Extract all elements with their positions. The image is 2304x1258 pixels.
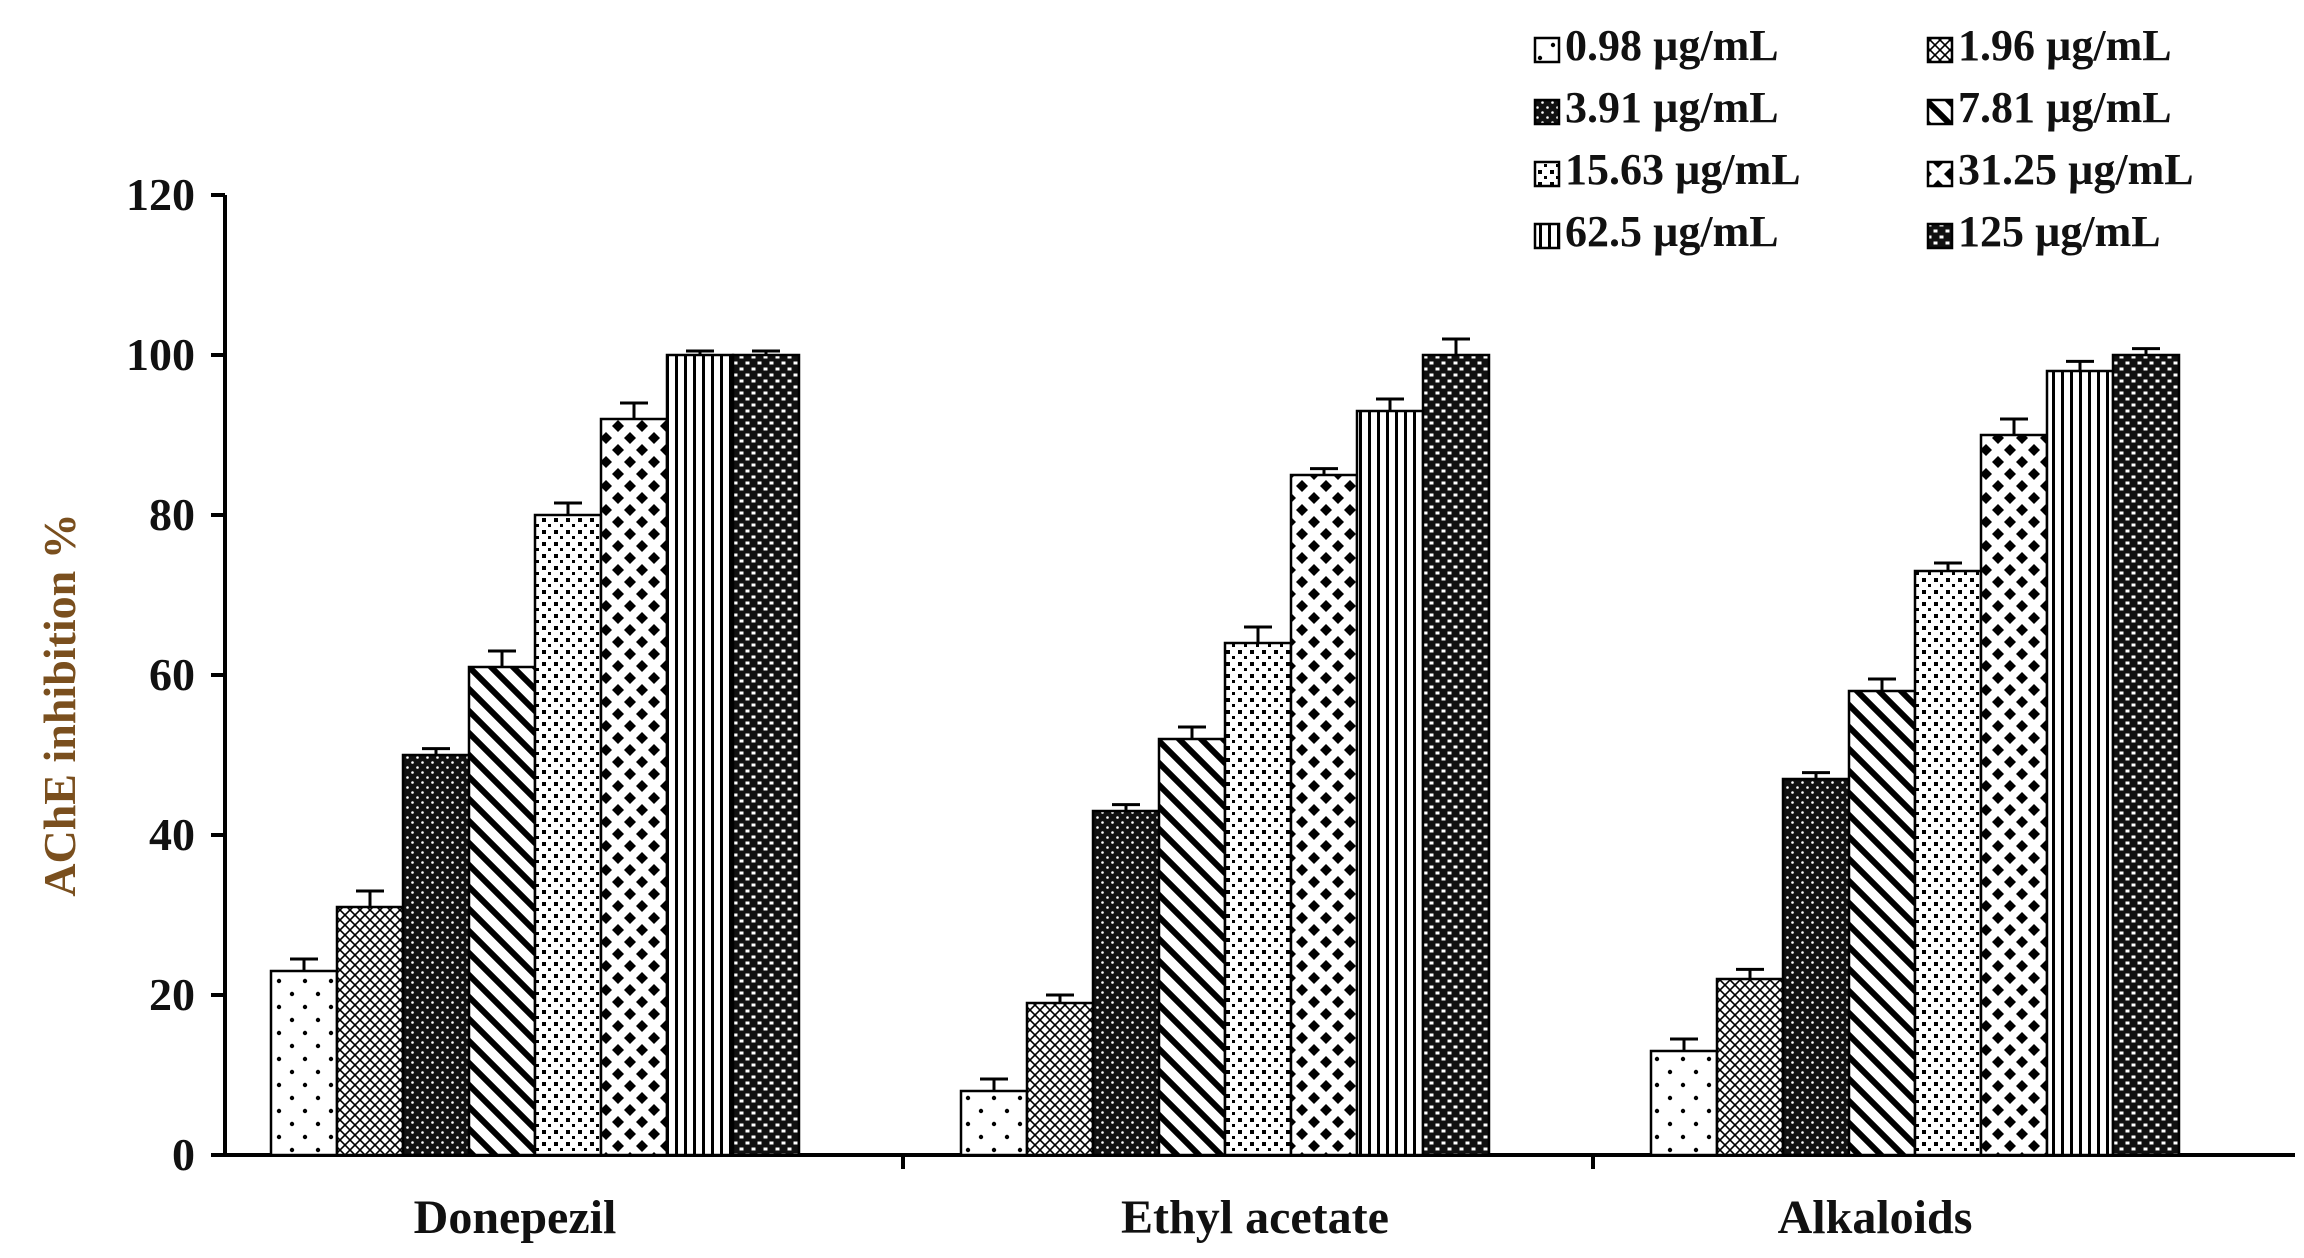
bar [1781, 777, 1851, 1157]
bar [731, 353, 801, 1157]
legend-label: 31.25 µg/mL [1958, 145, 2194, 194]
bar [1715, 977, 1785, 1157]
bar [1913, 569, 1983, 1157]
category-label: Ethyl acetate [1121, 1191, 1389, 1244]
legend-label: 62.5 µg/mL [1565, 207, 1779, 256]
y-tick-label: 60 [149, 649, 195, 700]
bar [467, 665, 537, 1157]
bar [1355, 409, 1425, 1157]
legend-label: 125 µg/mL [1958, 207, 2161, 256]
legend-swatch [1926, 36, 1954, 64]
bar [2045, 369, 2115, 1157]
y-tick-label: 120 [126, 169, 195, 220]
legend-swatch [1533, 36, 1561, 64]
bar [1025, 1001, 1095, 1157]
legend-label: 15.63 µg/mL [1565, 145, 1801, 194]
bar [401, 753, 471, 1157]
legend-swatch [1926, 222, 1954, 250]
bar [1223, 641, 1293, 1157]
y-tick-label: 20 [149, 969, 195, 1020]
legend-swatch [1533, 160, 1561, 188]
legend-label: 7.81 µg/mL [1958, 83, 2172, 132]
legend-label: 3.91 µg/mL [1565, 83, 1779, 132]
bar [599, 417, 669, 1157]
category-label: Alkaloids [1778, 1191, 1973, 1244]
legend-label: 0.98 µg/mL [1565, 21, 1779, 70]
bar [1649, 1049, 1719, 1157]
y-tick-label: 100 [126, 329, 195, 380]
bar [533, 513, 603, 1157]
bar [335, 905, 405, 1157]
y-tick-label: 80 [149, 489, 195, 540]
bar [1979, 433, 2049, 1157]
bar [269, 969, 339, 1157]
bar [1157, 737, 1227, 1157]
legend-swatch [1926, 160, 1954, 188]
bar [2111, 353, 2181, 1157]
bar [959, 1089, 1029, 1157]
legend-swatch [1533, 222, 1561, 250]
bar [665, 353, 735, 1157]
bar [1421, 353, 1491, 1157]
bar [1091, 809, 1161, 1157]
y-axis-label: AChE inhibition % [34, 513, 85, 896]
legend-swatch [1926, 98, 1954, 126]
legend-swatch [1533, 98, 1561, 126]
bar [1847, 689, 1917, 1157]
legend-label: 1.96 µg/mL [1958, 21, 2172, 70]
y-tick-label: 40 [149, 809, 195, 860]
bar [1289, 473, 1359, 1157]
category-label: Donepezil [414, 1191, 617, 1244]
y-tick-label: 0 [172, 1129, 195, 1180]
